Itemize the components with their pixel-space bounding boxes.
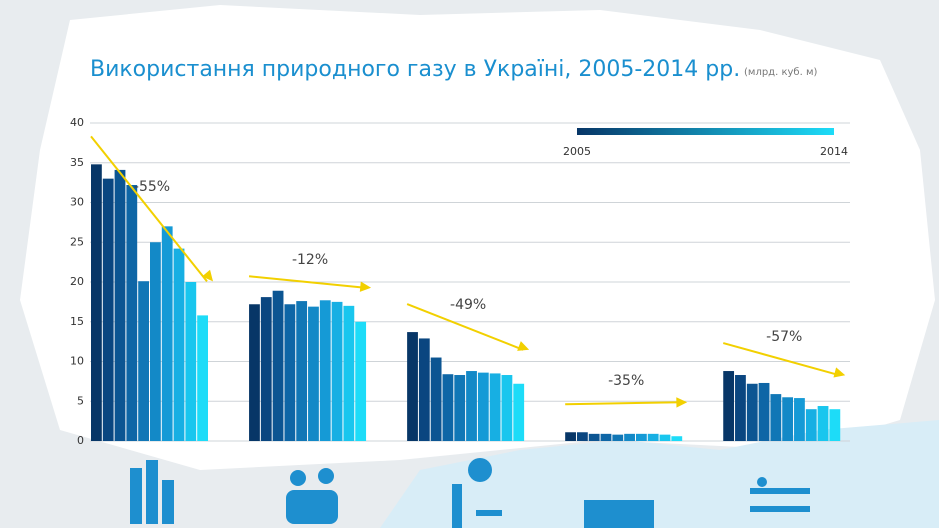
chart-title: Використання природного газу в Україні, … xyxy=(90,57,740,82)
bar xyxy=(501,375,513,441)
y-tick-label: 0 xyxy=(77,434,84,447)
bar xyxy=(249,304,260,441)
icon-people xyxy=(290,470,306,486)
y-tick-label: 40 xyxy=(70,116,84,129)
icon-factory xyxy=(468,458,492,482)
icon-factory xyxy=(452,484,462,528)
bar xyxy=(197,315,208,441)
bar xyxy=(343,305,355,441)
y-tick-label: 10 xyxy=(70,355,84,368)
bar xyxy=(817,406,829,441)
sea xyxy=(380,420,939,528)
bar xyxy=(319,300,331,441)
bar xyxy=(355,321,367,441)
icon-plant xyxy=(162,480,174,524)
bar xyxy=(805,409,817,441)
bar xyxy=(407,332,418,441)
annotation: -57% xyxy=(766,329,802,345)
bar xyxy=(624,433,635,441)
y-tick-label: 30 xyxy=(70,196,84,209)
bar xyxy=(635,433,647,441)
bar xyxy=(173,248,185,441)
chart-subtitle: (млрд. куб. м) xyxy=(744,67,817,78)
icon-factory xyxy=(476,510,502,516)
y-tick-label: 5 xyxy=(77,394,84,407)
y-tick-label: 15 xyxy=(70,315,84,328)
bar xyxy=(466,371,477,441)
icon-pipe xyxy=(757,477,767,487)
bar xyxy=(782,397,794,441)
bar xyxy=(758,382,770,441)
bar xyxy=(588,433,600,441)
trend-arrow xyxy=(722,342,840,377)
bar xyxy=(671,436,683,441)
bar xyxy=(138,281,149,441)
icon-pipe xyxy=(750,488,810,494)
bar xyxy=(126,185,138,441)
icon-building xyxy=(584,500,654,528)
bar xyxy=(612,434,624,441)
annotation: -55% xyxy=(134,179,170,195)
bar xyxy=(442,374,454,441)
bar xyxy=(91,164,102,441)
arrow-head xyxy=(676,397,688,408)
icon-pipe xyxy=(750,506,810,512)
bar xyxy=(296,301,308,441)
trend-arrow xyxy=(565,401,682,406)
arrow-head xyxy=(202,269,213,282)
bar xyxy=(723,371,735,441)
trend-arrow xyxy=(406,303,524,351)
bar xyxy=(284,304,296,441)
bar xyxy=(735,375,746,441)
bar xyxy=(430,357,442,441)
arrow-head xyxy=(833,367,846,378)
bar xyxy=(829,409,841,441)
bar xyxy=(576,432,588,441)
bar xyxy=(770,394,782,441)
arrow-head xyxy=(517,341,530,351)
annotation: -49% xyxy=(450,297,486,313)
bar xyxy=(102,178,114,441)
bar xyxy=(418,338,430,441)
trend-arrow xyxy=(90,135,208,283)
bar xyxy=(600,433,612,441)
bar xyxy=(114,169,126,441)
y-tick-label: 25 xyxy=(70,235,84,248)
annotation: -35% xyxy=(608,373,644,389)
arrow-head xyxy=(359,281,372,292)
icons xyxy=(130,458,810,528)
bar xyxy=(260,297,272,441)
bar xyxy=(565,432,576,441)
legend-gradient xyxy=(577,128,834,135)
bar xyxy=(272,290,284,441)
icon-people xyxy=(318,468,334,484)
bar xyxy=(489,373,501,441)
bar xyxy=(308,306,319,441)
bar xyxy=(150,242,161,441)
y-tick-label: 35 xyxy=(70,156,84,169)
bar xyxy=(185,282,197,441)
bar xyxy=(647,433,659,441)
bar xyxy=(331,301,343,441)
icon-plant xyxy=(130,468,142,524)
annotation: -12% xyxy=(292,252,328,268)
icon-plant xyxy=(146,460,158,524)
icon-people xyxy=(286,490,338,524)
bar xyxy=(161,226,173,441)
bar xyxy=(477,372,489,441)
map-shape xyxy=(20,5,935,470)
bar xyxy=(746,383,758,441)
bar xyxy=(454,375,466,441)
legend-label: 2014 xyxy=(820,145,848,158)
bar xyxy=(659,434,671,441)
y-tick-label: 20 xyxy=(70,275,84,288)
bar xyxy=(513,383,525,441)
legend-label: 2005 xyxy=(563,145,591,158)
trend-arrow xyxy=(248,275,366,289)
bar xyxy=(794,398,805,441)
